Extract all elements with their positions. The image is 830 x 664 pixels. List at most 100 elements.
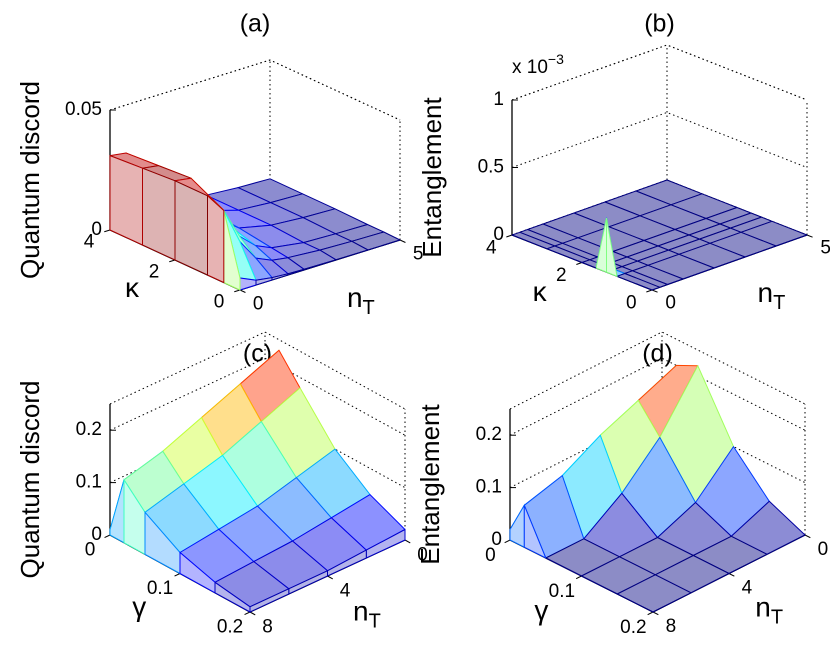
y-tick-label: 0 (214, 292, 225, 313)
tick-mark (327, 575, 333, 580)
panel-title: (a) (240, 10, 271, 38)
tick-mark (104, 534, 111, 538)
tick-mark (728, 573, 735, 577)
z-axis-label: Quantum discord (15, 381, 45, 579)
tick-mark (652, 611, 659, 616)
z-tick-label: 0.1 (76, 472, 102, 493)
surface-curtain (617, 593, 654, 613)
x-tick-label: 0 (417, 545, 428, 566)
z-scale-label: x 10−3 (512, 51, 564, 78)
y-axis-label: γ (132, 591, 146, 622)
surface-curtain (142, 167, 176, 261)
surface-curtain (109, 154, 143, 246)
tick-mark (646, 289, 653, 293)
x-tick-label: 8 (666, 616, 677, 637)
x-tick-label: 0 (665, 292, 676, 313)
y-tick-label: 2 (556, 265, 567, 286)
z-tick-label: 0.2 (476, 424, 502, 445)
tick-mark (575, 575, 582, 580)
tick-mark (647, 611, 654, 616)
z-tick-label: 1 (493, 89, 504, 110)
x-axis-label: nT (347, 282, 375, 319)
x-axis-label-sub: T (369, 611, 381, 633)
tick-mark (506, 234, 513, 238)
tick-mark (504, 539, 511, 544)
box-edge (109, 59, 401, 121)
tick-mark (404, 539, 411, 544)
y-tick-label: 0.2 (620, 617, 646, 638)
y-tick-label: 2 (149, 262, 160, 283)
panel-title: (b) (644, 10, 675, 38)
tick-mark (104, 229, 111, 233)
y-tick-label: 4 (486, 237, 497, 258)
x-axis-label-sub: T (773, 292, 785, 314)
surface-curtain (239, 277, 257, 291)
y-tick-label: 0 (485, 545, 496, 566)
panel-title: (d) (642, 340, 673, 368)
tick-mark (234, 289, 241, 293)
grid-line (109, 59, 401, 121)
z-scale-exponent: −3 (548, 51, 564, 67)
surface-curtain (511, 234, 548, 250)
x-tick-label: 0 (253, 293, 264, 314)
y-tick-label: 0.1 (147, 578, 173, 599)
z-tick-label: 0.05 (65, 99, 102, 120)
surface-curtain (595, 217, 607, 273)
z-axis-label: Entanglement (415, 404, 445, 565)
surface-curtain (335, 249, 369, 261)
x-axis-label-sub: T (363, 297, 375, 319)
x-tick-label: 5 (413, 243, 424, 264)
tick-mark (244, 611, 251, 615)
x-axis-label-main: n (757, 277, 773, 308)
tick-mark (239, 289, 246, 293)
tick-mark (804, 534, 811, 539)
surface-curtain (109, 479, 125, 544)
z-tick-label: 0 (91, 524, 102, 545)
surface-curtain (214, 581, 251, 613)
tick-mark (576, 262, 583, 265)
surface-curtain (509, 503, 525, 549)
tick-mark (806, 234, 813, 238)
x-tick-label: 4 (340, 581, 351, 602)
y-tick-label: 0 (626, 292, 637, 313)
z-tick-label: 0.2 (76, 419, 102, 440)
z-tick-label: 0 (91, 219, 102, 240)
y-axis-label: κ (125, 272, 140, 303)
x-axis-label-main: n (347, 282, 363, 313)
x-axis-label-sub: T (771, 607, 783, 629)
z-axis-label: Entanglement (417, 97, 447, 258)
x-axis-label: nT (755, 592, 783, 629)
z-axis-label: Quantum discord (15, 81, 45, 279)
x-axis-label: nT (353, 596, 381, 633)
z-tick-label: 0.5 (478, 157, 504, 178)
x-axis-label-main: n (755, 592, 771, 623)
surface-curtain (367, 239, 401, 251)
surface-curtain (207, 194, 225, 284)
tick-mark (169, 259, 176, 263)
x-tick-label: 4 (742, 578, 753, 599)
grid-line (511, 111, 808, 168)
x-axis-label: nT (757, 277, 785, 314)
y-tick-label: 0.1 (549, 581, 575, 602)
y-axis-label: γ (534, 595, 548, 626)
z-scale-base: x 10 (512, 57, 548, 78)
tick-mark (651, 289, 658, 293)
z-tick-label: 0.1 (476, 477, 502, 498)
surface-curtain (523, 505, 547, 560)
y-tick-label: 0 (85, 539, 96, 560)
x-tick-label: 0 (818, 539, 829, 560)
surface-curtain (775, 234, 808, 247)
grid-line (511, 44, 808, 101)
x-axis-label-main: n (353, 596, 369, 627)
z-tick-label: 0 (493, 224, 504, 245)
z-tick-label: 0 (491, 529, 502, 550)
tick-mark (249, 611, 256, 616)
tick-mark (399, 239, 406, 243)
y-tick-label: 4 (84, 232, 95, 253)
x-tick-label: 5 (820, 237, 830, 258)
y-tick-label: 0.2 (217, 616, 243, 637)
y-axis-label: κ (533, 276, 548, 307)
tick-mark (174, 573, 181, 577)
surface-curtain (174, 180, 208, 276)
